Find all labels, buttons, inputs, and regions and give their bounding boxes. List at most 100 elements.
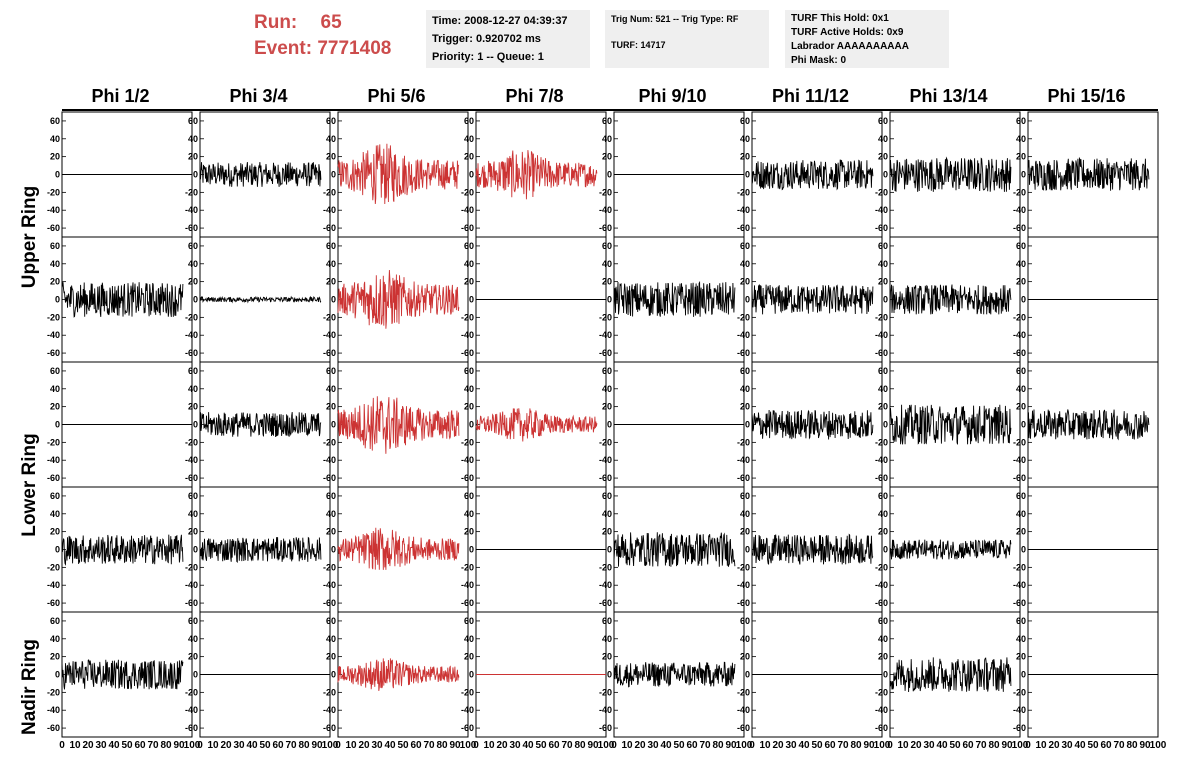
y-tick-label: -20 bbox=[185, 437, 198, 447]
column-header-phi-9-10: Phi 9/10 bbox=[638, 86, 707, 106]
y-tick-label: 40 bbox=[326, 634, 336, 644]
y-tick-label: -60 bbox=[875, 473, 888, 483]
y-tick-label: 0 bbox=[745, 170, 750, 180]
x-tick-label: 0 bbox=[887, 740, 893, 751]
panel-frame bbox=[889, 361, 1021, 488]
y-tick-label: 0 bbox=[745, 295, 750, 305]
y-tick-label: 20 bbox=[188, 402, 198, 412]
y-tick-label: 40 bbox=[1016, 634, 1026, 644]
panel-r4-c6: 60 40 20 0 -20 -40 -60 bbox=[875, 611, 1021, 738]
panel-r2-c3: 60 40 20 0 -20 -40 -60 bbox=[461, 361, 607, 488]
y-tick-label: -60 bbox=[47, 723, 60, 733]
x-tick-label: 30 bbox=[233, 740, 245, 751]
y-tick-label: 40 bbox=[188, 259, 198, 269]
y-tick-label: 40 bbox=[188, 134, 198, 144]
x-tick-label: 10 bbox=[759, 740, 771, 751]
x-tick-label: 90 bbox=[173, 740, 185, 751]
y-tick-label: 40 bbox=[740, 509, 750, 519]
waveform-trace bbox=[337, 269, 460, 329]
x-tick-label: 40 bbox=[798, 740, 810, 751]
y-tick-label: 60 bbox=[50, 241, 60, 251]
y-tick-label: 20 bbox=[1016, 152, 1026, 162]
x-tick-label: 30 bbox=[1061, 740, 1073, 751]
y-tick-label: 60 bbox=[50, 116, 60, 126]
y-tick-label: 60 bbox=[740, 116, 750, 126]
y-tick-label: 20 bbox=[464, 152, 474, 162]
column-header-phi-1-2: Phi 1/2 bbox=[91, 86, 150, 106]
y-tick-label: 0 bbox=[55, 295, 60, 305]
y-tick-label: -20 bbox=[599, 187, 612, 197]
y-tick-label: 40 bbox=[878, 509, 888, 519]
y-tick-label: 60 bbox=[1016, 491, 1026, 501]
y-tick-label: 20 bbox=[326, 527, 336, 537]
x-tick-label: 70 bbox=[1113, 740, 1125, 751]
y-tick-label: 20 bbox=[326, 402, 336, 412]
y-tick-label: -40 bbox=[461, 705, 474, 715]
x-tick-label: 20 bbox=[496, 740, 508, 751]
y-tick-label: -20 bbox=[875, 312, 888, 322]
y-tick-label: 20 bbox=[740, 402, 750, 412]
y-tick-label: -60 bbox=[461, 223, 474, 233]
y-tick-label: -40 bbox=[737, 205, 750, 215]
y-tick-label: 20 bbox=[50, 152, 60, 162]
x-tick-label: 20 bbox=[634, 740, 646, 751]
panel-r2-c6: 60 40 20 0 -20 -40 -60 bbox=[875, 361, 1021, 488]
y-tick-label: 60 bbox=[740, 616, 750, 626]
panel-r1-c0: 60 40 20 0 -20 -40 -60 bbox=[47, 236, 193, 363]
y-tick-label: -40 bbox=[461, 580, 474, 590]
x-tick-label: 90 bbox=[863, 740, 875, 751]
y-tick-label: 20 bbox=[188, 527, 198, 537]
waveform-trace bbox=[61, 534, 184, 567]
y-tick-label: 40 bbox=[878, 134, 888, 144]
y-tick-label: 60 bbox=[740, 241, 750, 251]
y-tick-label: 20 bbox=[188, 152, 198, 162]
y-tick-label: -60 bbox=[185, 348, 198, 358]
panel-r3-c1: 60 40 20 0 -20 -40 -60 bbox=[185, 486, 331, 613]
panel-r1-c3: 60 40 20 0 -20 -40 -60 bbox=[461, 236, 607, 363]
y-tick-label: 0 bbox=[55, 545, 60, 555]
y-tick-label: -60 bbox=[461, 598, 474, 608]
y-tick-label: -20 bbox=[875, 437, 888, 447]
y-tick-label: -20 bbox=[47, 687, 60, 697]
waveform-trace bbox=[751, 159, 874, 191]
y-tick-label: 40 bbox=[602, 134, 612, 144]
y-tick-label: 60 bbox=[188, 116, 198, 126]
panel-r1-c2: 60 40 20 0 -20 -40 -60 bbox=[323, 236, 469, 363]
y-tick-label: 0 bbox=[745, 420, 750, 430]
trig-num-text: Trig Num: 521 -- Trig Type: RF bbox=[611, 14, 739, 24]
event-label: Event: 7771408 bbox=[254, 38, 392, 59]
y-tick-label: 20 bbox=[740, 152, 750, 162]
y-tick-label: 40 bbox=[464, 509, 474, 519]
y-tick-label: -40 bbox=[875, 330, 888, 340]
x-tick-label: 80 bbox=[574, 740, 586, 751]
panel-r0-c4: 60 40 20 0 -20 -40 -60 bbox=[599, 111, 745, 238]
waveform-trace bbox=[751, 283, 874, 315]
x-tick-label: 20 bbox=[1048, 740, 1060, 751]
y-tick-label: -40 bbox=[737, 580, 750, 590]
y-tick-label: 20 bbox=[1016, 652, 1026, 662]
panel-r4-c1: 60 40 20 0 -20 -40 -60 bbox=[185, 611, 331, 738]
y-tick-label: 0 bbox=[607, 545, 612, 555]
y-tick-label: -20 bbox=[185, 687, 198, 697]
y-tick-label: 0 bbox=[469, 670, 474, 680]
x-tick-label: 30 bbox=[95, 740, 107, 751]
x-tick-label: 100 bbox=[460, 740, 477, 751]
y-tick-label: 60 bbox=[188, 241, 198, 251]
y-tick-label: -60 bbox=[875, 223, 888, 233]
y-tick-label: -20 bbox=[461, 562, 474, 572]
y-tick-label: 0 bbox=[55, 420, 60, 430]
y-tick-label: -20 bbox=[599, 562, 612, 572]
x-tick-label: 40 bbox=[108, 740, 120, 751]
y-tick-label: -20 bbox=[461, 187, 474, 197]
x-tick-label: 10 bbox=[483, 740, 495, 751]
y-tick-label: -20 bbox=[323, 187, 336, 197]
x-tick-label: 100 bbox=[874, 740, 891, 751]
y-tick-label: -40 bbox=[323, 580, 336, 590]
y-tick-label: 60 bbox=[50, 616, 60, 626]
x-tick-label: 10 bbox=[345, 740, 357, 751]
y-tick-label: 20 bbox=[188, 277, 198, 287]
y-tick-label: -40 bbox=[737, 705, 750, 715]
y-tick-label: 0 bbox=[469, 420, 474, 430]
column-header-phi-15-16: Phi 15/16 bbox=[1047, 86, 1126, 106]
